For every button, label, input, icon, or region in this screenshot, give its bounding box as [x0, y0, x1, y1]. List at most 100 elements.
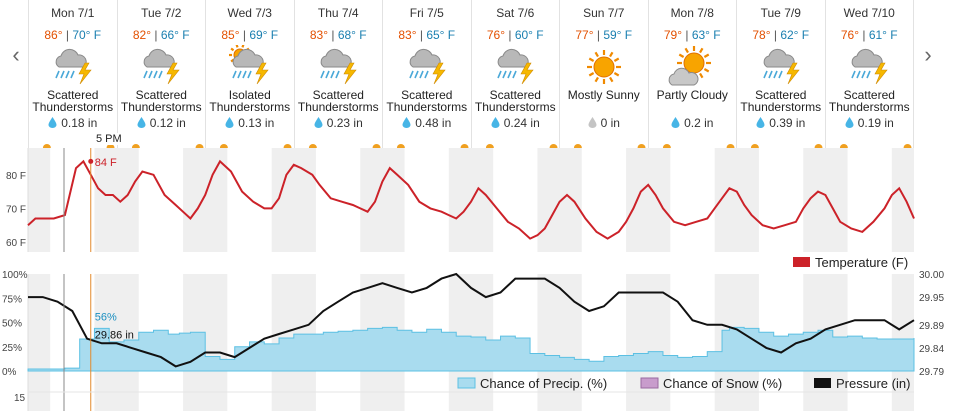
high-temp: 82° — [132, 28, 152, 42]
day-column[interactable]: Thu 7/4 83° | 68° F Scattered Thundersto… — [295, 0, 383, 148]
condition-text: Scattered Thunderstorms — [297, 88, 379, 114]
day-column[interactable]: Tue 7/9 78° | 62° F Scattered Thundersto… — [737, 0, 826, 148]
y-tick-label-right: 30.00 — [919, 270, 944, 281]
sun-moon-marks — [131, 144, 204, 148]
day-column[interactable]: Wed 7/10 76° | 61° F Scattered Thunderst… — [826, 0, 914, 148]
raindrop-icon — [402, 117, 411, 128]
sun-moon-marks — [42, 144, 115, 148]
day-column[interactable]: Sun 7/7 77° | 59° F Mostly Sunny 0 in — [560, 0, 649, 148]
low-temp: 69° F — [249, 28, 279, 42]
thunderstorm-icon — [841, 45, 897, 89]
thunderstorm-icon — [45, 45, 101, 89]
condition-text: Scattered Thunderstorms — [32, 88, 114, 114]
legend-temperature[interactable]: Temperature (F) — [793, 255, 908, 270]
day-temps: 77° | 59° F — [575, 28, 633, 42]
precip-amount: 0.12 in — [118, 116, 206, 130]
sun-icon — [576, 45, 632, 89]
temperature-chart[interactable]: 80 F 70 F 60 F 84 F — [0, 148, 953, 252]
raindrop-icon — [137, 117, 146, 128]
precip-amount: 0.24 in — [472, 116, 560, 130]
y-tick-label-right: 29.84 — [919, 344, 944, 355]
sun-moon-marks — [750, 144, 823, 148]
precip-amount: 0.39 in — [737, 116, 825, 130]
low-temp: 59° F — [603, 28, 633, 42]
night-band — [626, 148, 671, 252]
raindrop-icon — [491, 117, 500, 128]
low-temp: 68° F — [337, 28, 367, 42]
legend-precip[interactable]: Chance of Precip. (%) — [457, 376, 607, 391]
sun-moon-marks — [396, 144, 469, 148]
thunderstorm-icon — [753, 45, 809, 89]
precip-amount: 0 in — [560, 116, 648, 130]
cursor-pressure: 29.86 in — [95, 330, 134, 342]
precip-area — [27, 326, 915, 372]
day-temps: 76° | 61° F — [840, 28, 898, 42]
day-temps: 79° | 63° F — [663, 28, 721, 42]
day-temps: 76° | 60° F — [486, 28, 544, 42]
y-tick-label-left: 50% — [2, 319, 22, 330]
sun-moon-marks — [662, 144, 735, 148]
svg-text:Pressure (in): Pressure (in) — [836, 376, 910, 391]
low-temp: 60° F — [514, 28, 544, 42]
sun-moon-marks — [219, 144, 292, 148]
low-temp: 61° F — [868, 28, 898, 42]
low-temp: 66° F — [160, 28, 190, 42]
day-column[interactable]: Mon 7/8 79° | 63° F Partly Cloudy 0.2 in — [649, 0, 737, 148]
daily-forecast-row: Mon 7/1 86° | 70° F Scattered Thundersto… — [28, 0, 914, 148]
night-band — [94, 148, 139, 252]
condition-text: Scattered Thunderstorms — [828, 88, 910, 114]
day-column[interactable]: Tue 7/2 82° | 66° F Scattered Thundersto… — [118, 0, 206, 148]
day-date: Thu 7/4 — [317, 6, 359, 20]
condition-text: Scattered Thunderstorms — [386, 88, 468, 114]
high-temp: 79° — [663, 28, 683, 42]
condition-text: Scattered Thunderstorms — [474, 88, 556, 114]
legend-pressure[interactable]: Pressure (in) — [814, 376, 910, 391]
day-date: Tue 7/2 — [141, 6, 182, 20]
y-tick-label-left: 75% — [2, 294, 22, 305]
sun-thunderstorm-icon — [222, 44, 278, 89]
low-temp: 62° F — [780, 28, 810, 42]
night-shading — [28, 148, 914, 252]
high-temp: 83° — [398, 28, 417, 42]
day-date: Tue 7/9 — [760, 6, 801, 20]
pressure-line — [28, 272, 915, 368]
condition-text: Scattered Thunderstorms — [120, 88, 202, 114]
svg-text:Temperature (F): Temperature (F) — [815, 255, 908, 270]
high-temp: 77° — [575, 28, 594, 42]
legend-snow[interactable]: Chance of Snow (%) — [640, 376, 782, 391]
thunderstorm-icon — [399, 45, 455, 89]
day-column[interactable]: Sat 7/6 76° | 60° F Scattered Thundersto… — [472, 0, 560, 148]
day-date: Sat 7/6 — [496, 6, 535, 20]
day-date: Wed 7/3 — [227, 6, 272, 20]
previous-arrow-icon[interactable]: ‹ — [12, 42, 20, 67]
sun-moon-marks — [573, 144, 646, 148]
sun-moon-marks — [485, 144, 558, 148]
day-date: Sun 7/7 — [583, 6, 625, 20]
precip-amount: 0.23 in — [295, 116, 383, 130]
day-column[interactable]: Mon 7/1 86° | 70° F Scattered Thundersto… — [28, 0, 118, 148]
svg-text:Chance of Snow (%): Chance of Snow (%) — [663, 376, 782, 391]
day-date: Mon 7/8 — [670, 6, 714, 20]
next-arrow-icon[interactable]: › — [924, 42, 932, 67]
low-temp: 63° F — [691, 28, 721, 42]
precip-pressure-chart[interactable]: 100% 75% 50% 25% 0% 30.00 29.95 29.89 29.84 29.79… — [0, 252, 953, 411]
raindrop-icon — [225, 117, 234, 128]
night-band — [537, 274, 582, 411]
partly-cloudy-icon — [664, 45, 720, 89]
thunderstorm-icon — [310, 45, 366, 89]
raindrop-icon — [671, 117, 680, 128]
condition-text: Partly Cloudy — [656, 88, 728, 102]
day-date: Fri 7/5 — [409, 6, 444, 20]
raindrop-icon — [314, 117, 323, 128]
thunderstorm-icon — [487, 45, 543, 89]
day-column[interactable]: Wed 7/3 85° | 69° F Isolated Thunderstor… — [206, 0, 295, 148]
precip-amount: 0.19 in — [826, 116, 914, 130]
day-column[interactable]: Fri 7/5 83° | 65° F Scattered Thundersto… — [383, 0, 472, 148]
y-tick-label-right: 29.89 — [919, 321, 944, 332]
day-temps: 85° | 69° F — [221, 28, 279, 42]
condition-text: Scattered Thunderstorms — [740, 88, 822, 114]
high-temp: 76° — [486, 28, 506, 42]
day-temps: 86° | 70° F — [44, 28, 102, 42]
y-tick-label: 80 F — [6, 171, 26, 182]
day-temps: 83° | 65° F — [398, 28, 456, 42]
